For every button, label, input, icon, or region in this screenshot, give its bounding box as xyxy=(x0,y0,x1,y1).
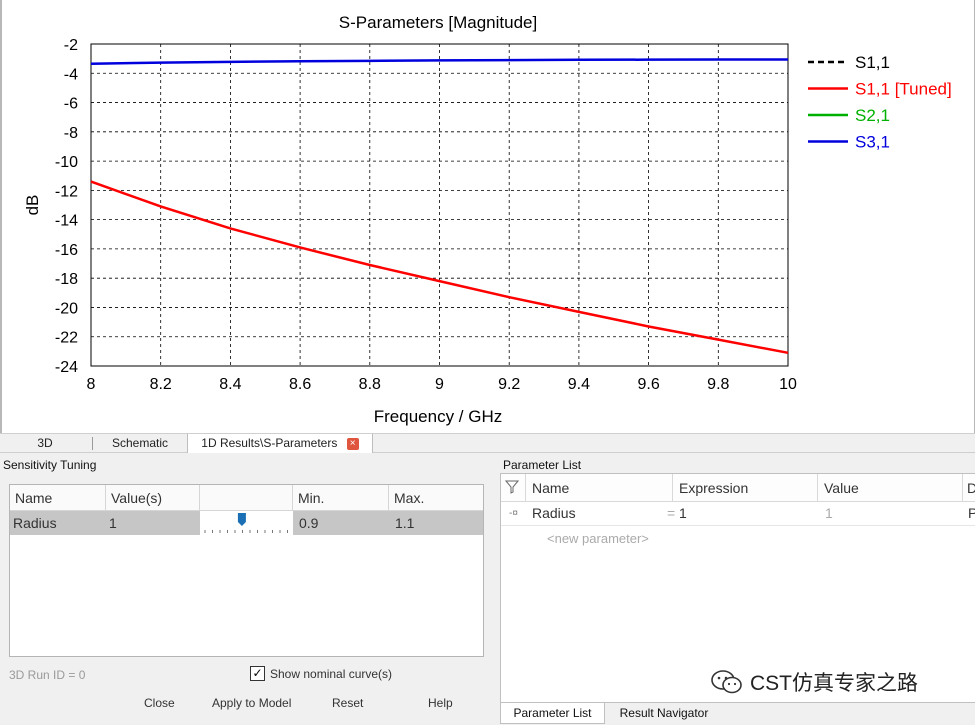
tab-schematic-label: Schematic xyxy=(111,436,169,450)
tab-3d[interactable]: 3D xyxy=(10,434,80,453)
x-axis-label: Frequency / GHz xyxy=(374,407,503,426)
show-nominal-checkbox[interactable]: ✓ xyxy=(250,666,265,681)
new-parameter-placeholder[interactable]: <new parameter> xyxy=(547,531,649,546)
column-header-values[interactable]: Value(s) xyxy=(106,485,200,511)
y-tick-label: -4 xyxy=(64,66,78,83)
legend-entry: S1,1 xyxy=(855,53,890,72)
sensitivity-panel-title: Sensitivity Tuning xyxy=(3,458,97,472)
y-tick-label: -16 xyxy=(55,242,78,259)
table-row[interactable]: -¤ Radius = 1 1 P xyxy=(501,502,975,525)
param-expression[interactable]: 1 xyxy=(679,505,687,521)
plot-window: S-Parameters [Magnitude] 8 8.2 8.4 8.6 8.8 9 9… xyxy=(0,0,975,433)
x-tick-label: 8.2 xyxy=(150,376,172,393)
column-header-expression[interactable]: Expression xyxy=(673,474,818,502)
tab-parameter-list[interactable]: Parameter List xyxy=(500,703,605,724)
y-tick-label: -8 xyxy=(64,125,78,142)
close-button[interactable]: Close xyxy=(144,696,175,710)
row-divider xyxy=(501,525,975,526)
apply-to-model-button[interactable]: Apply to Model xyxy=(212,696,292,710)
close-icon[interactable]: × xyxy=(346,437,359,450)
x-tick-label: 10 xyxy=(779,376,797,393)
tab-3d-label: 3D xyxy=(37,436,53,450)
x-tick-label: 9 xyxy=(435,376,444,393)
y-tick-label: -10 xyxy=(55,154,78,171)
row-name: Radius xyxy=(13,515,57,531)
value-slider[interactable] xyxy=(200,511,293,535)
slider-ticks xyxy=(204,530,288,533)
parameter-panel-title: Parameter List xyxy=(503,458,582,472)
row-max[interactable]: 1.1 xyxy=(395,515,415,531)
funnel-shape xyxy=(504,480,520,494)
column-header-param-name[interactable]: Name xyxy=(526,474,673,502)
tab-separator xyxy=(92,437,93,450)
y-tick-label: -6 xyxy=(64,96,78,113)
tab-1d-results[interactable]: 1D Results\S-Parameters × xyxy=(187,434,373,453)
watermark: CST仿真专家之路 xyxy=(710,667,918,697)
table-row[interactable]: Radius 1 0.9 1.1 xyxy=(10,511,483,535)
x-tick-label: 9.2 xyxy=(498,376,520,393)
param-name: Radius xyxy=(532,505,576,521)
x-tick-labels: 8 8.2 8.4 8.6 8.8 9 9.2 9.4 9.6 9.8 10 xyxy=(87,376,797,393)
wechat-icon xyxy=(711,670,742,694)
parameter-list-panel: Parameter List Name Expression Value D -… xyxy=(497,453,975,725)
grid-layer xyxy=(91,44,788,366)
slider-thumb[interactable] xyxy=(237,513,246,526)
series-layer xyxy=(90,58,789,355)
x-tick-label: 9.4 xyxy=(568,376,590,393)
row-value[interactable]: 1 xyxy=(109,515,117,531)
column-header-name[interactable]: Name xyxy=(10,485,106,511)
legend-entry: S2,1 xyxy=(855,106,890,125)
column-header-description[interactable]: D xyxy=(963,474,975,502)
y-axis-label: dB xyxy=(23,195,42,216)
slider-track xyxy=(204,513,288,533)
y-tick-label: -24 xyxy=(55,359,78,376)
plot-frame xyxy=(90,43,789,367)
parameter-panel-tabs: Parameter List Result Navigator xyxy=(500,703,975,725)
y-tick-label: -14 xyxy=(55,213,78,230)
legend-entry: S3,1 xyxy=(855,133,890,152)
parameter-table: Name Expression Value D -¤ Radius = 1 1 … xyxy=(500,473,975,703)
sensitivity-tuning-panel: Sensitivity Tuning Name Value(s) Min. Ma… xyxy=(0,453,495,725)
tab-1d-results-label: 1D Results\S-Parameters xyxy=(201,436,338,450)
help-button[interactable]: Help xyxy=(428,696,453,710)
reset-button[interactable]: Reset xyxy=(332,696,364,710)
filter-icon[interactable] xyxy=(501,474,526,502)
parameter-pin-icon: -¤ xyxy=(509,508,518,519)
tab-result-navigator[interactable]: Result Navigator xyxy=(619,706,709,720)
column-header-min[interactable]: Min. xyxy=(293,485,389,511)
param-value: 1 xyxy=(825,505,833,521)
y-tick-label: -2 xyxy=(64,37,78,54)
x-tick-label: 8 xyxy=(87,376,96,393)
y-tick-label: -20 xyxy=(55,300,78,317)
x-tick-label: 8.4 xyxy=(219,376,241,393)
sensitivity-table: Name Value(s) Min. Max. Radius 1 0.9 1.1 xyxy=(9,484,484,657)
watermark-text: CST仿真专家之路 xyxy=(750,672,918,695)
legend-entry: S1,1 [Tuned] xyxy=(855,80,952,99)
x-tick-label: 9.8 xyxy=(707,376,729,393)
run-id-label: 3D Run ID = 0 xyxy=(9,668,86,682)
view-tabbar: 3D Schematic 1D Results\S-Parameters × xyxy=(0,433,975,453)
param-description[interactable]: P xyxy=(968,505,975,521)
x-tick-label: 8.8 xyxy=(359,376,381,393)
bottom-panels: Sensitivity Tuning Name Value(s) Min. Ma… xyxy=(0,453,975,725)
s-parameter-chart: S-Parameters [Magnitude] 8 8.2 8.4 8.6 8.8 9 9… xyxy=(23,13,952,426)
param-equals: = xyxy=(667,505,676,521)
column-header-value[interactable]: Value xyxy=(818,474,963,502)
series-line-1 xyxy=(90,180,789,355)
column-header-slider xyxy=(200,485,293,511)
column-header-max[interactable]: Max. xyxy=(389,485,483,511)
series-line-3 xyxy=(90,58,788,66)
legend[interactable]: S1,1 S1,1 [Tuned] S2,1 S3,1 xyxy=(808,53,952,152)
y-tick-label: -22 xyxy=(55,330,78,347)
row-min[interactable]: 0.9 xyxy=(299,515,319,531)
x-tick-label: 8.6 xyxy=(289,376,311,393)
y-tick-labels: -2 -4 -6 -8 -10 -12 -14 -16 -18 -20 -22 -24 xyxy=(55,37,78,376)
y-tick-label: -18 xyxy=(55,271,78,288)
show-nominal-label[interactable]: Show nominal curve(s) xyxy=(270,667,393,681)
y-tick-label: -12 xyxy=(55,183,78,200)
chart-title: S-Parameters [Magnitude] xyxy=(339,13,537,32)
x-tick-label: 9.6 xyxy=(637,376,659,393)
tab-schematic[interactable]: Schematic xyxy=(95,434,185,453)
